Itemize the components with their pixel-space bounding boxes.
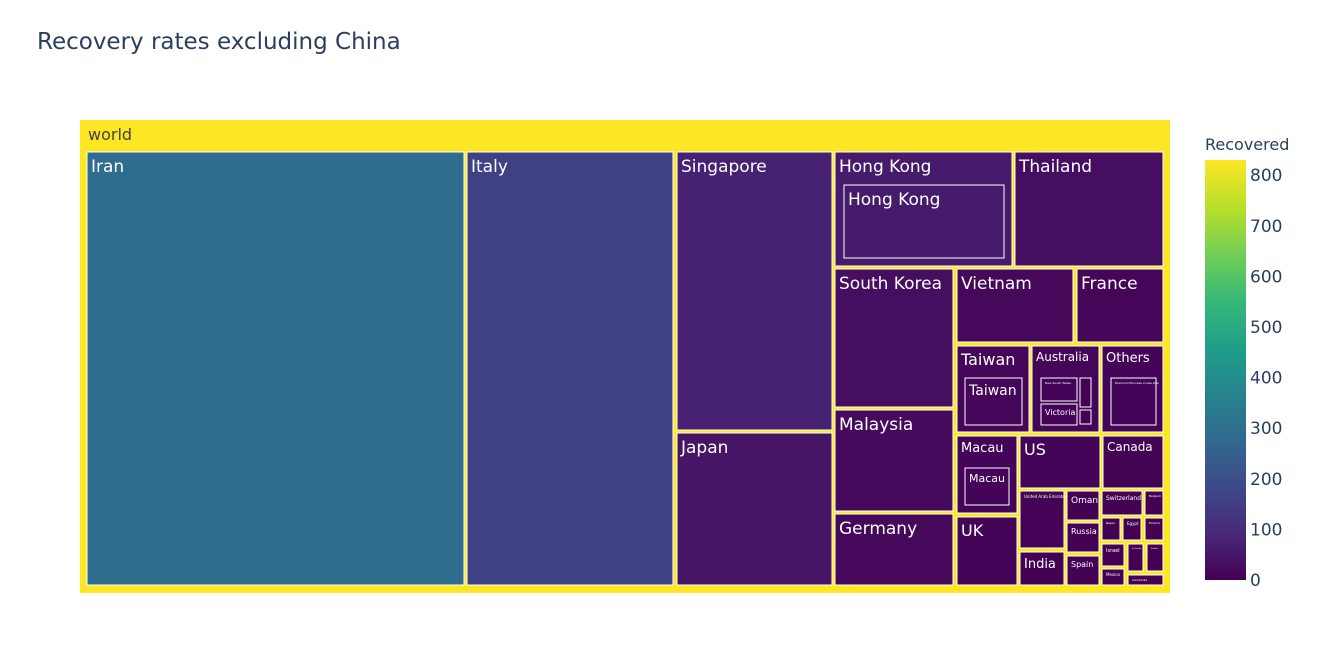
tile-label-macau: Macau: [961, 441, 1004, 456]
tile-label-cambodia: Cambodia: [1132, 578, 1147, 582]
tile-label-india: India: [1024, 557, 1056, 572]
tile-nepal[interactable]: [1101, 517, 1121, 541]
tile-russia[interactable]: [1066, 522, 1100, 553]
colorbar-tick-700: 700: [1250, 217, 1282, 237]
subtile-label-diamond-princess-cruise-ship: Diamond Princess cruise ship: [1115, 381, 1159, 385]
tile-label-nepal: Nepal: [1106, 521, 1115, 525]
tile-label-taiwan: Taiwan: [960, 350, 1015, 369]
tile-kuwait[interactable]: [1146, 543, 1164, 572]
subtile-others-0[interactable]: [1110, 377, 1157, 426]
tile-label-mexico: Mexico: [1106, 572, 1121, 577]
tile-label-uk: UK: [961, 521, 984, 540]
tile-mexico[interactable]: [1101, 568, 1125, 586]
colorbar-tick-500: 500: [1250, 318, 1282, 338]
tile-label-us: US: [1024, 440, 1046, 459]
tile-label-oman: Oman: [1071, 496, 1098, 506]
tile-label-vietnam: Vietnam: [961, 274, 1032, 294]
tile-label-canada: Canada: [1107, 440, 1153, 454]
tile-switzerland[interactable]: [1101, 490, 1143, 516]
colorbar-tick-800: 800: [1250, 166, 1282, 186]
tile-spain[interactable]: [1066, 555, 1100, 586]
colorbar-tick-400: 400: [1250, 369, 1282, 389]
subtile-hong-kong-0[interactable]: [843, 184, 1005, 259]
subtile-label-hong-kong: Hong Kong: [848, 190, 940, 210]
tile-singapore[interactable]: [676, 151, 833, 431]
tile-label-italy: Italy: [471, 157, 508, 177]
tile-finland[interactable]: [1144, 517, 1164, 541]
tile-label-germany: Germany: [839, 519, 917, 539]
tile-south-korea[interactable]: [834, 268, 954, 408]
tile-iran[interactable]: [86, 151, 465, 586]
tile-label-russia: Russia: [1071, 527, 1097, 536]
tile-oman[interactable]: [1066, 490, 1100, 521]
tile-label-iran: Iran: [91, 157, 124, 177]
tile-sri-lanka[interactable]: [1127, 543, 1144, 572]
tile-italy[interactable]: [466, 151, 674, 586]
colorbar-tick-200: 200: [1250, 470, 1282, 490]
colorbar-tick-100: 100: [1250, 520, 1282, 540]
colorbar-tick-0: 0: [1250, 571, 1261, 591]
tile-uk[interactable]: [956, 516, 1018, 586]
subtile-label-new-south-wales: New South Wales: [1045, 381, 1071, 385]
tile-thailand[interactable]: [1014, 151, 1164, 267]
subtile-label-taiwan: Taiwan: [968, 383, 1017, 399]
tile-cambodia[interactable]: [1127, 574, 1164, 586]
tile-label-belgium: Belgium: [1149, 494, 1161, 498]
tile-japan[interactable]: [676, 432, 833, 586]
tile-label-south-korea: South Korea: [839, 274, 942, 294]
tile-israel[interactable]: [1101, 543, 1125, 567]
tile-label-finland: Finland: [1149, 521, 1160, 525]
tile-label-france: France: [1081, 274, 1138, 294]
tile-label-australia: Australia: [1036, 350, 1089, 364]
tile-label-spain: Spain: [1071, 560, 1093, 569]
colorbar-gradient: [1205, 160, 1246, 580]
subtile-taiwan-0[interactable]: [964, 377, 1023, 426]
tile-label-israel: Israel: [1106, 548, 1120, 554]
tile-canada[interactable]: [1102, 435, 1164, 489]
subtile-australia-2[interactable]: [1079, 377, 1092, 408]
tile-label-japan: Japan: [680, 438, 728, 458]
tile-label-sri-lanka: Sri Lanka: [1132, 547, 1142, 550]
tile-label-egypt: Egypt: [1127, 521, 1139, 526]
subtile-australia-3[interactable]: [1079, 409, 1092, 425]
tile-label-thailand: Thailand: [1018, 157, 1092, 177]
tile-united-arab-emirates[interactable]: [1019, 490, 1065, 549]
tile-us[interactable]: [1019, 435, 1101, 489]
subtile-label-victoria: Victoria: [1045, 408, 1075, 417]
tile-label-singapore: Singapore: [681, 157, 767, 177]
tile-vietnam[interactable]: [956, 268, 1074, 343]
tile-egypt[interactable]: [1122, 517, 1142, 541]
tile-germany[interactable]: [834, 513, 954, 586]
colorbar-tick-600: 600: [1250, 267, 1282, 287]
subtile-macau-0[interactable]: [964, 467, 1010, 506]
chart-title: Recovery rates excluding China: [37, 29, 401, 55]
tile-label-malaysia: Malaysia: [839, 415, 913, 435]
subtile-label-macau: Macau: [969, 472, 1005, 485]
tile-malaysia[interactable]: [834, 409, 954, 512]
tile-label-others: Others: [1106, 351, 1150, 366]
tile-france[interactable]: [1076, 268, 1164, 343]
subtile-australia-1[interactable]: [1040, 403, 1078, 426]
tile-label-united-arab-emirates: United Arab Emirates: [1024, 494, 1067, 499]
tile-label-hong-kong: Hong Kong: [839, 157, 931, 177]
tile-belgium[interactable]: [1144, 490, 1164, 516]
colorbar-tick-300: 300: [1250, 419, 1282, 439]
subtile-australia-0[interactable]: [1040, 377, 1078, 402]
tile-label-switzerland: Switzerland: [1106, 495, 1141, 502]
tile-india[interactable]: [1019, 551, 1065, 586]
root-label: world: [88, 125, 132, 144]
colorbar-title: Recovered: [1205, 135, 1289, 154]
tile-label-kuwait: Kuwait: [1151, 547, 1158, 550]
